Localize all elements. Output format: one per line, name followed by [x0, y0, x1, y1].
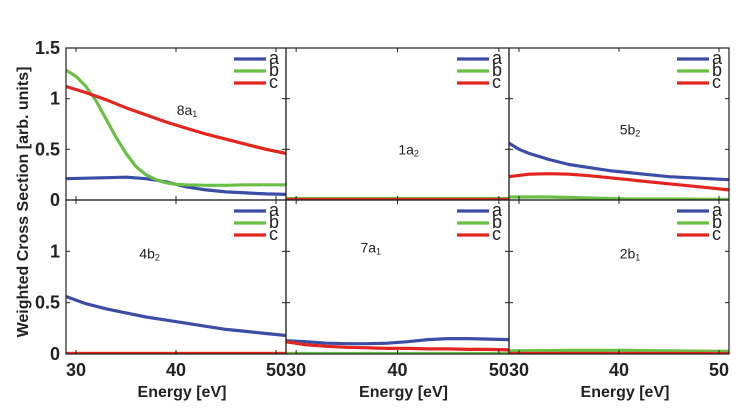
orbital-label: 8a1 — [177, 102, 198, 119]
panel-top-right: abc 5b2 — [508, 47, 730, 201]
legend: abc — [457, 200, 503, 244]
legend-label-b: b — [492, 60, 502, 80]
y-tick-label: 1.5 — [35, 38, 60, 58]
x-tick-label: 50 — [709, 360, 729, 380]
y-tick-label: 0.5 — [35, 139, 60, 159]
series-b-line — [509, 348, 729, 353]
legend-label-a: a — [492, 48, 503, 68]
orbital-label: 2b1 — [620, 246, 641, 263]
legend-label-c: c — [712, 224, 721, 244]
legend-label-b: b — [712, 60, 722, 80]
legend: abc — [677, 200, 723, 244]
orbital-label: 7a1 — [360, 239, 381, 256]
series-c-line — [286, 340, 509, 352]
x-tick-label: 30 — [66, 360, 86, 380]
panel-top-middle: abc 1a2 — [285, 47, 510, 201]
x-axis-label: Energy [eV] — [581, 384, 670, 401]
y-tick-label: 0.5 — [35, 293, 60, 313]
panel-bottom-left: 30 40 50 0 0.5 1 abc 4b2 Energy [eV] — [35, 199, 287, 401]
x-tick-label: 40 — [166, 360, 186, 380]
legend-label-a: a — [269, 200, 280, 220]
legend-label-b: b — [269, 60, 279, 80]
x-tick-label: 50 — [266, 360, 286, 380]
x-tick-label: 40 — [387, 360, 407, 380]
legend-label-c: c — [492, 72, 501, 92]
y-tick-label: 0 — [50, 344, 60, 364]
x-tick-label: 50 — [489, 360, 509, 380]
series-b-line — [66, 68, 286, 187]
x-tick-label: 30 — [509, 360, 529, 380]
orbital-label: 1a2 — [398, 141, 419, 158]
legend-label-c: c — [712, 72, 721, 92]
legend-label-a: a — [712, 48, 723, 68]
y-tick-label: 1 — [50, 89, 60, 109]
series-c-line — [66, 84, 286, 155]
legend-label-a: a — [492, 200, 503, 220]
y-tick-label: 0 — [50, 190, 60, 210]
x-axis-label: Energy [eV] — [138, 384, 227, 401]
x-tick-label: 30 — [286, 360, 306, 380]
legend-label-a: a — [712, 200, 723, 220]
legend: abc — [457, 48, 503, 92]
series-a-line — [66, 294, 286, 338]
y-axis-label: Weighted Cross Section [arb. units] — [15, 67, 32, 338]
legend-label-a: a — [269, 48, 280, 68]
legend: abc — [234, 200, 280, 244]
series-b-line — [509, 195, 729, 200]
series-a-line — [509, 141, 729, 182]
legend-label-c: c — [492, 224, 501, 244]
x-axis-label: Energy [eV] — [359, 384, 448, 401]
panel-bottom-right: 30 40 50 abc 2b1 Energy [eV] — [508, 199, 730, 401]
panel-top-left: 0 0.5 1 1.5 abc 8a1 — [35, 38, 287, 210]
legend-label-c: c — [269, 224, 278, 244]
panel-bottom-middle: 30 40 50 abc 7a1 Energy [eV] — [285, 199, 510, 401]
orbital-label: 5b2 — [620, 122, 641, 139]
legend-label-b: b — [492, 212, 502, 232]
series-a-line — [286, 337, 509, 346]
x-tick-label: 40 — [609, 360, 629, 380]
orbital-label: 4b2 — [139, 246, 160, 263]
axes-frame — [508, 199, 730, 355]
legend: abc — [234, 48, 280, 92]
legend-label-c: c — [269, 72, 278, 92]
legend: abc — [677, 48, 723, 92]
legend-label-b: b — [712, 212, 722, 232]
legend-label-b: b — [269, 212, 279, 232]
y-tick-label: 1 — [50, 241, 60, 261]
series-c-line — [509, 172, 729, 192]
